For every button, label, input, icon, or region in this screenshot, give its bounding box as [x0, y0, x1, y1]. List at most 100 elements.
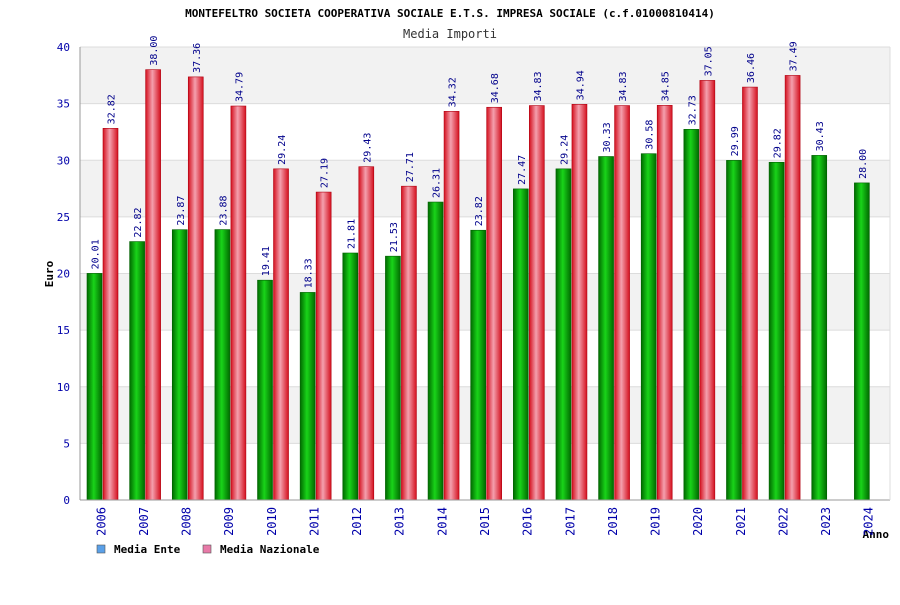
bar-value-label: 30.58 [645, 120, 656, 150]
x-tick-label: 2013 [393, 507, 407, 536]
x-tick-label: 2006 [94, 507, 108, 536]
bar-value-label: 20.01 [91, 239, 102, 269]
bar-media-nazionale [401, 185, 417, 501]
bar-value-label: 34.94 [575, 70, 586, 100]
legend-swatch [202, 544, 212, 554]
bar-value-label: 18.33 [304, 258, 315, 288]
bar-value-label: 21.81 [346, 219, 357, 249]
bar-media-ente [854, 182, 870, 501]
x-axis-label: Anno [863, 528, 890, 541]
x-tick-label: 2010 [265, 507, 279, 536]
bar-value-label: 28.00 [858, 149, 869, 179]
bar-value-label: 23.88 [218, 195, 229, 225]
bar-media-ente [513, 188, 529, 501]
bar-media-nazionale [230, 105, 247, 501]
x-tick-label: 2022 [776, 507, 790, 536]
bar-media-ente [86, 273, 103, 501]
bar-media-ente [683, 129, 700, 501]
bar-value-label: 34.85 [661, 71, 672, 101]
y-tick-label: 35 [57, 98, 70, 111]
bar-media-ente [171, 229, 188, 501]
legend-label: Media Ente [114, 543, 181, 556]
bar-media-nazionale [656, 105, 673, 501]
bar-media-ente [555, 168, 572, 501]
bar-media-ente [598, 156, 614, 501]
bar-media-ente [385, 255, 401, 501]
bar-media-nazionale [486, 106, 502, 501]
bar-value-label: 27.19 [320, 158, 331, 188]
chart-subtitle: Media Importi [403, 27, 497, 41]
bar-media-nazionale [699, 80, 716, 501]
x-tick-label: 2021 [734, 507, 748, 536]
y-tick-label: 25 [57, 211, 70, 224]
x-tick-label: 2016 [521, 507, 535, 536]
bar-value-label: 29.43 [362, 133, 373, 163]
bar-media-nazionale [102, 128, 119, 501]
bar-media-ente [427, 201, 444, 501]
y-tick-label: 15 [57, 324, 70, 337]
bars [86, 69, 870, 501]
x-tick-label: 2011 [307, 507, 321, 536]
x-tick-label: 2008 [180, 507, 194, 536]
bar-media-ente [726, 160, 742, 501]
legend-label: Media Nazionale [220, 543, 320, 556]
bar-media-nazionale [742, 86, 758, 501]
bar-value-label: 38.00 [149, 36, 160, 66]
bar-media-ente [129, 241, 145, 501]
bar-value-labels: 20.01 32.82 22.82 38.00 23.87 37.36 23.88 34.79… [91, 36, 869, 289]
bar-value-label: 23.87 [176, 196, 187, 226]
y-tick-label: 40 [57, 41, 70, 54]
bar-value-label: 34.68 [490, 73, 501, 103]
x-tick-label: 2019 [649, 507, 663, 536]
bar-value-label: 37.05 [703, 46, 714, 76]
x-tick-label: 2024 [862, 507, 876, 536]
bar-media-nazionale [187, 76, 204, 501]
y-axis-label: Euro [43, 260, 56, 287]
x-tick-label: 2017 [563, 507, 577, 536]
bar-value-label: 27.71 [405, 152, 416, 182]
x-tick-label: 2020 [691, 507, 705, 536]
x-tick-label: 2015 [478, 507, 492, 536]
bar-value-label: 34.32 [448, 77, 459, 107]
y-tick-label: 20 [57, 268, 70, 281]
chart-title: MONTEFELTRO SOCIETA COOPERATIVA SOCIALE … [185, 7, 715, 20]
bar-media-ente [299, 292, 316, 501]
bar-media-ente [342, 252, 359, 501]
x-tick-label: 2014 [435, 507, 449, 536]
legend-swatch [96, 544, 106, 554]
bar-value-label: 19.41 [261, 246, 272, 276]
x-tick-label: 2012 [350, 507, 364, 536]
x-tick-label: 2023 [819, 507, 833, 536]
bar-media-ente [470, 229, 486, 501]
bar-media-nazionale [443, 111, 460, 501]
bar-value-label: 34.83 [533, 71, 544, 101]
bar-value-label: 29.99 [730, 126, 741, 156]
y-axis-ticks: 0 5 10 15 20 25 30 35 40 [57, 41, 70, 507]
x-tick-label: 2007 [137, 507, 151, 536]
bar-value-label: 30.33 [602, 122, 613, 152]
bar-value-label: 32.82 [107, 94, 118, 124]
bar-value-label: 29.24 [559, 135, 570, 165]
x-tick-label: 2018 [606, 507, 620, 536]
bar-media-nazionale [145, 69, 161, 501]
bar-value-label: 34.79 [234, 72, 245, 102]
bar-value-label: 26.31 [432, 168, 443, 198]
bar-value-label: 29.82 [773, 128, 784, 158]
bar-media-ente [640, 153, 657, 501]
y-tick-label: 30 [57, 154, 70, 167]
bar-value-label: 32.73 [687, 95, 698, 125]
legend: Media Ente Media Nazionale [96, 543, 320, 556]
bar-media-nazionale [784, 75, 801, 501]
axes [79, 47, 891, 501]
x-tick-label: 2009 [222, 507, 236, 536]
bar-value-label: 22.82 [133, 207, 144, 237]
bar-value-label: 21.53 [389, 222, 400, 252]
bar-value-label: 30.43 [815, 121, 826, 151]
bar-value-label: 37.49 [789, 41, 800, 71]
bar-media-ente [214, 229, 231, 501]
bar-media-ente [257, 279, 273, 501]
y-tick-label: 0 [63, 494, 70, 507]
bar-value-label: 36.46 [746, 53, 757, 83]
bar-media-ente [811, 155, 828, 501]
